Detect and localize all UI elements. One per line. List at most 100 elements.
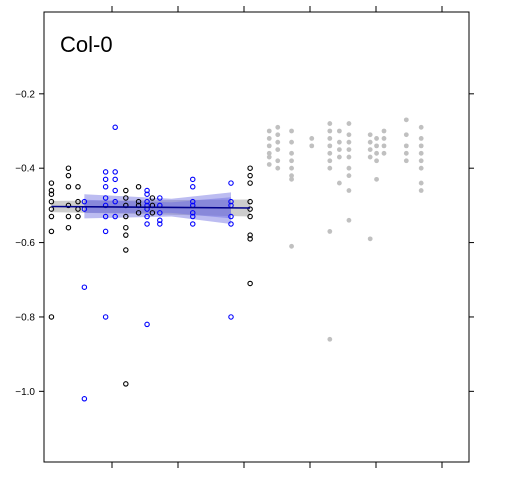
point-black-29	[135, 210, 142, 216]
point-gray-47	[367, 147, 373, 153]
point-blue-32	[190, 184, 196, 190]
point-gray-67	[418, 150, 424, 156]
point-gray-48	[367, 154, 373, 160]
point-blue-12	[112, 124, 118, 131]
point-gray-30	[327, 336, 333, 342]
point-black-30	[149, 195, 156, 201]
panel-title: Col-0	[60, 32, 113, 57]
point-gray-57	[381, 143, 387, 149]
point-gray-54	[374, 176, 379, 182]
point-blue-41	[228, 213, 234, 220]
point-gray-3	[266, 150, 272, 156]
point-black-21	[123, 213, 129, 220]
point-gray-17	[289, 173, 294, 179]
point-black-26	[135, 184, 142, 190]
point-gray-23	[327, 128, 333, 134]
point-gray-0	[266, 128, 272, 134]
point-blue-29	[157, 217, 163, 224]
point-black-37	[247, 206, 253, 212]
point-gray-29	[327, 229, 333, 234]
point-black-27	[135, 198, 142, 205]
point-blue-5	[102, 176, 109, 183]
point-blue-17	[112, 213, 118, 220]
point-black-7	[48, 314, 55, 320]
point-gray-25	[327, 143, 333, 149]
point-gray-22	[327, 121, 333, 126]
point-blue-20	[144, 198, 150, 205]
point-gray-37	[346, 132, 352, 138]
point-blue-25	[144, 321, 150, 328]
point-gray-31	[336, 128, 342, 134]
point-gray-70	[418, 180, 424, 186]
point-blue-1	[81, 396, 88, 402]
point-blue-2	[81, 198, 88, 205]
point-gray-21	[309, 143, 315, 149]
point-gray-11	[275, 165, 281, 171]
point-blue-10	[102, 228, 109, 235]
point-gray-41	[346, 165, 352, 171]
point-black-36	[247, 198, 253, 205]
point-black-23	[123, 232, 129, 238]
point-black-22	[123, 224, 129, 231]
point-black-15	[75, 198, 81, 205]
point-gray-60	[403, 132, 409, 138]
point-gray-15	[289, 158, 294, 164]
point-black-24	[123, 247, 129, 253]
y-tick-label-1: −0.8	[15, 312, 35, 323]
point-black-40	[247, 236, 253, 242]
point-gray-52	[374, 150, 379, 156]
point-blue-14	[112, 176, 118, 183]
point-gray-12	[289, 128, 294, 134]
point-gray-5	[266, 162, 272, 167]
point-blue-9	[102, 213, 109, 220]
point-blue-31	[190, 176, 196, 183]
fit-line	[51, 205, 251, 209]
point-black-34	[247, 172, 253, 179]
point-blue-16	[112, 198, 118, 205]
point-black-32	[149, 210, 156, 216]
point-black-38	[247, 213, 253, 220]
point-blue-18	[144, 187, 150, 194]
point-gray-34	[336, 154, 342, 160]
point-blue-6	[102, 184, 109, 190]
point-gray-66	[418, 143, 424, 149]
point-blue-38	[228, 180, 234, 186]
point-gray-10	[275, 158, 281, 164]
point-black-35	[247, 180, 253, 186]
point-black-11	[65, 202, 72, 209]
point-blue-37	[190, 221, 196, 227]
point-gray-28	[327, 165, 333, 171]
data-points	[48, 117, 424, 402]
point-blue-36	[190, 213, 196, 220]
point-gray-14	[289, 150, 294, 156]
point-blue-0	[81, 284, 88, 290]
point-gray-55	[381, 128, 387, 134]
point-gray-44	[346, 217, 352, 223]
point-gray-9	[275, 147, 281, 153]
point-black-17	[75, 213, 81, 220]
y-tick-label-2: −0.6	[15, 238, 35, 249]
point-blue-30	[157, 221, 163, 227]
point-gray-40	[346, 154, 352, 160]
point-blue-43	[228, 314, 234, 320]
point-gray-46	[367, 139, 373, 145]
point-gray-64	[418, 124, 424, 130]
point-gray-2	[266, 143, 272, 149]
point-gray-19	[289, 243, 294, 249]
point-gray-20	[309, 136, 315, 141]
point-gray-36	[346, 121, 352, 126]
point-gray-56	[381, 136, 387, 141]
point-gray-43	[346, 188, 352, 193]
x-axis-ticks	[111, 6, 443, 468]
point-gray-7	[275, 132, 281, 138]
point-gray-62	[403, 150, 409, 156]
point-blue-33	[190, 198, 196, 205]
point-gray-53	[374, 158, 379, 164]
point-gray-42	[346, 173, 352, 179]
point-gray-16	[289, 165, 294, 171]
point-black-41	[247, 280, 253, 287]
point-black-9	[65, 172, 72, 179]
point-black-19	[123, 195, 129, 201]
point-gray-61	[403, 143, 409, 149]
